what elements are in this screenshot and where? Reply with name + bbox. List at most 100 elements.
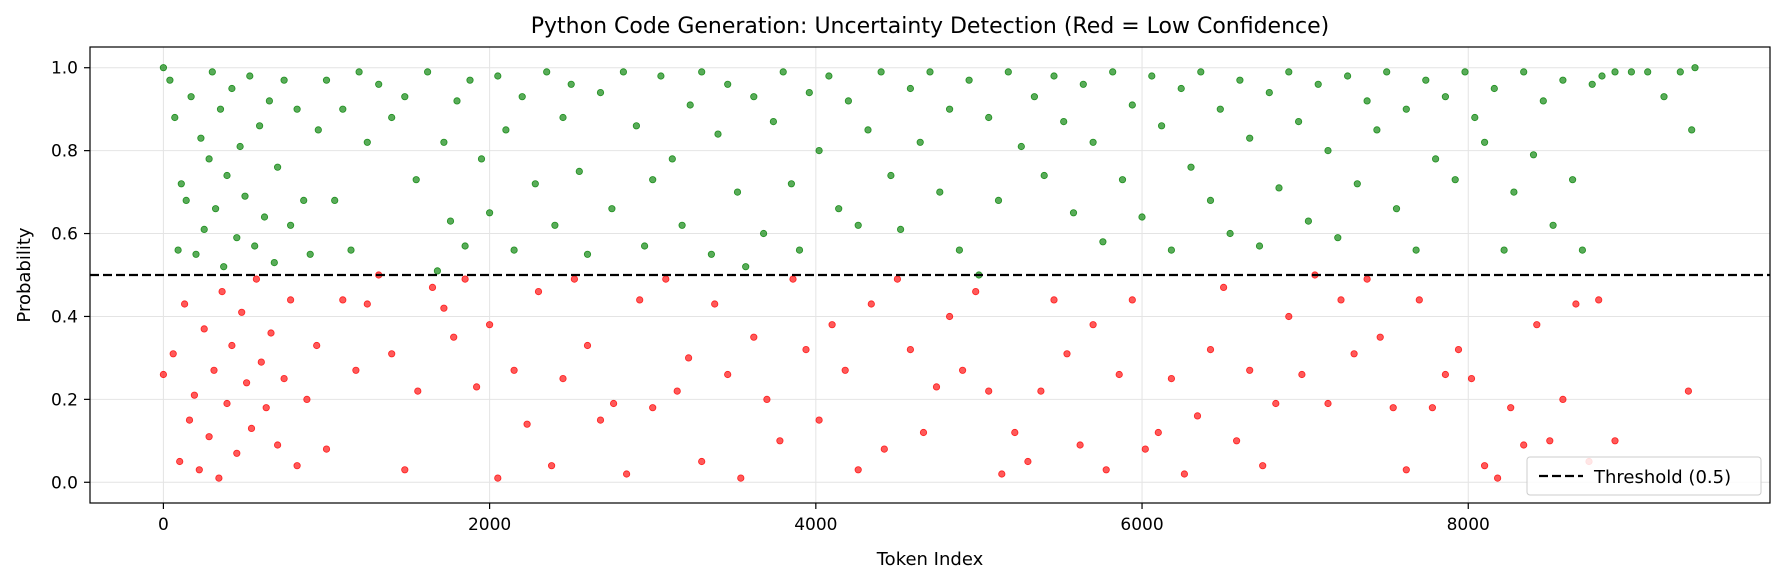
- data-point: [233, 234, 241, 242]
- data-point: [322, 76, 331, 84]
- data-point: [805, 89, 813, 97]
- data-point: [1500, 246, 1508, 254]
- data-point: [1115, 370, 1123, 379]
- data-point: [273, 441, 282, 449]
- data-point: [1089, 138, 1097, 146]
- data-point: [1177, 84, 1185, 93]
- data-point: [1109, 68, 1117, 76]
- data-point: [919, 428, 928, 437]
- data-point: [252, 275, 260, 283]
- data-point: [401, 466, 409, 474]
- data-point: [998, 470, 1006, 478]
- data-point: [223, 399, 231, 408]
- data-point: [1180, 470, 1189, 478]
- data-point: [453, 97, 461, 105]
- data-point: [742, 263, 750, 271]
- data-point: [257, 358, 265, 366]
- data-point: [412, 176, 420, 184]
- data-point: [1259, 462, 1267, 470]
- data-point: [867, 300, 875, 308]
- data-point: [228, 84, 236, 93]
- data-point: [1471, 113, 1479, 122]
- data-point: [1272, 399, 1280, 408]
- data-point: [303, 395, 311, 403]
- data-point: [255, 122, 264, 130]
- data-point: [375, 80, 383, 88]
- data-point: [1197, 68, 1205, 76]
- data-point: [1389, 404, 1397, 412]
- data-point: [1233, 437, 1241, 445]
- data-point: [1024, 457, 1032, 466]
- data-point: [339, 296, 347, 304]
- data-point: [750, 93, 758, 101]
- data-point: [1079, 80, 1087, 88]
- data-point: [218, 287, 226, 296]
- data-point: [994, 196, 1003, 204]
- data-point: [280, 76, 288, 84]
- data-point: [363, 300, 371, 308]
- data-point: [815, 147, 823, 155]
- data-point: [789, 275, 797, 283]
- data-point: [246, 72, 254, 80]
- data-point: [1383, 68, 1391, 76]
- data-point: [531, 180, 539, 188]
- data-point: [485, 321, 494, 329]
- data-point: [1037, 387, 1045, 395]
- data-point: [223, 171, 231, 180]
- legend-box: [1526, 456, 1762, 496]
- data-point: [750, 333, 758, 341]
- data-point: [1569, 176, 1577, 184]
- data-point: [228, 341, 236, 350]
- data-point: [510, 246, 518, 254]
- data-point: [440, 138, 448, 146]
- data-point: [1494, 474, 1502, 482]
- data-point: [936, 188, 944, 196]
- data-point: [159, 370, 167, 379]
- data-point: [926, 68, 934, 76]
- data-point: [759, 229, 768, 238]
- data-point: [958, 366, 967, 374]
- data-point: [698, 457, 706, 466]
- y-tick-label: 0.2: [51, 390, 78, 410]
- data-point: [210, 366, 218, 374]
- data-point: [779, 68, 787, 76]
- data-point: [216, 105, 225, 113]
- data-point: [636, 296, 644, 304]
- legend: Threshold (0.5): [1526, 456, 1762, 496]
- data-point: [608, 205, 616, 213]
- data-point: [649, 404, 657, 412]
- data-point: [551, 221, 559, 229]
- data-point: [698, 68, 706, 76]
- data-point: [787, 180, 796, 188]
- data-point: [769, 118, 778, 126]
- data-point: [1481, 462, 1489, 470]
- data-point: [1559, 76, 1567, 84]
- data-point: [472, 383, 481, 391]
- data-point: [1520, 441, 1528, 449]
- data-point: [559, 113, 567, 122]
- data-point: [190, 391, 198, 399]
- data-point: [583, 250, 592, 258]
- data-point: [1216, 105, 1224, 113]
- data-point: [1030, 93, 1039, 101]
- data-point: [1481, 138, 1489, 146]
- x-tick-label: 8000: [1447, 515, 1490, 535]
- data-point: [972, 287, 980, 296]
- data-point: [1128, 101, 1136, 109]
- data-point: [1363, 97, 1371, 105]
- data-point: [1334, 234, 1342, 242]
- data-point: [815, 416, 823, 424]
- data-point: [1510, 188, 1518, 196]
- data-point: [251, 242, 259, 250]
- data-point: [1063, 350, 1071, 358]
- data-point: [195, 466, 203, 474]
- data-point: [707, 250, 716, 258]
- data-point: [1187, 163, 1195, 171]
- y-tick-label: 0.4: [51, 307, 78, 327]
- data-point: [260, 213, 269, 221]
- data-point: [835, 205, 843, 213]
- data-point: [363, 138, 371, 146]
- data-point: [355, 68, 363, 76]
- data-point: [1236, 76, 1244, 84]
- data-point: [220, 263, 228, 271]
